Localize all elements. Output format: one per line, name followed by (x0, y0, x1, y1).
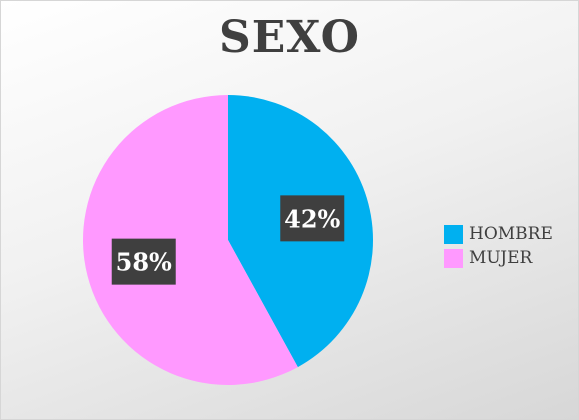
legend-swatch-hombre (444, 224, 463, 244)
data-label-hombre: 42% (280, 195, 345, 242)
data-label-box (111, 238, 176, 285)
legend-item-hombre: HOMBRE (444, 222, 553, 246)
legend-item-mujer: MUJER (444, 246, 553, 270)
pie-slice-mujer (83, 95, 298, 385)
data-label-text: 42% (284, 204, 340, 233)
chart-legend: HOMBRE MUJER (444, 222, 553, 270)
pie-data-labels: 42% 58% (111, 195, 345, 285)
data-label-mujer: 58% (111, 238, 176, 285)
legend-label-hombre: HOMBRE (469, 224, 553, 244)
data-label-text: 58% (116, 248, 172, 277)
legend-label-mujer: MUJER (469, 248, 533, 268)
legend-swatch-mujer (444, 248, 463, 268)
chart-title: SEXO (218, 12, 360, 63)
data-label-box (280, 195, 345, 242)
